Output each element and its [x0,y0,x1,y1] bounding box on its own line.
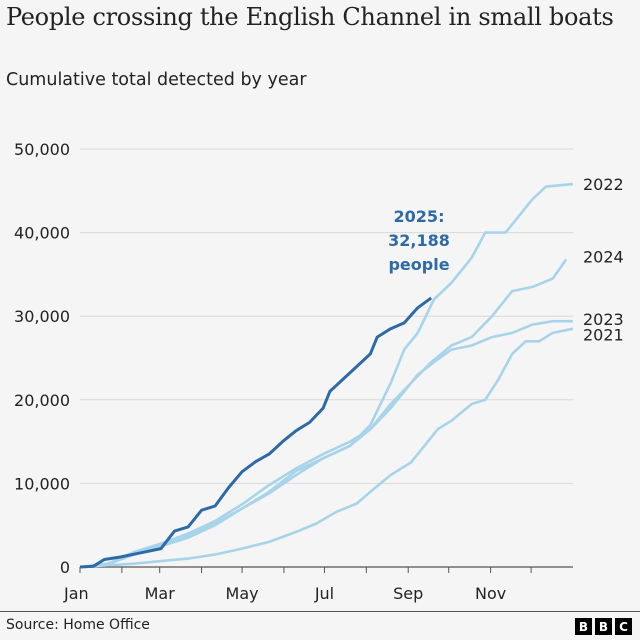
y-tick-label: 50,000 [14,140,70,159]
y-tick-label: 20,000 [14,391,70,410]
series-line-2024 [79,258,568,569]
annotation-2025: 2025: 32,188 people [388,207,450,274]
series-label-2021: 2021 [583,326,624,345]
x-tick-label: Nov [475,584,506,603]
bbc-logo-letter: C [615,618,632,635]
series-label-2022: 2022 [583,175,624,194]
footer-divider [0,611,640,612]
series-line-2021 [79,327,574,569]
annotation-text: 32,188 [388,231,450,250]
y-tick-label: 40,000 [14,224,70,243]
y-tick-label: 10,000 [14,474,70,493]
series-line-2023 [79,319,573,569]
series-line-2025 [79,296,433,569]
series-label-2023: 2023 [583,310,624,329]
series-labels: 2021 2022 2023 2024 [583,175,624,345]
x-tick-label: Jan [63,584,89,603]
y-tick-label: 30,000 [14,307,70,326]
annotation-text: people [388,255,449,274]
chart-subtitle: Cumulative total detected by year [6,70,307,90]
x-tick-label: May [226,584,259,603]
bbc-logo-letter: B [575,618,592,635]
series-lines [79,182,574,569]
bbc-logo-letter: B [595,618,612,635]
x-tick-label: Mar [145,584,176,603]
x-axis: Jan Mar May Jul Sep Nov [63,566,573,603]
x-tick-label: Jul [314,584,334,603]
y-tick-label: 0 [60,558,70,577]
source-note: Source: Home Office [6,617,150,633]
gridlines [80,148,573,484]
annotation-text: 2025: [394,207,445,226]
series-line-2022 [79,182,574,569]
bbc-logo: B B C [575,618,632,635]
x-tick-label: Sep [393,584,423,603]
chart-title: People crossing the English Channel in s… [6,3,614,31]
series-label-2024: 2024 [583,247,624,266]
y-axis: 0 10,000 20,000 30,000 40,000 50,000 [14,140,70,577]
